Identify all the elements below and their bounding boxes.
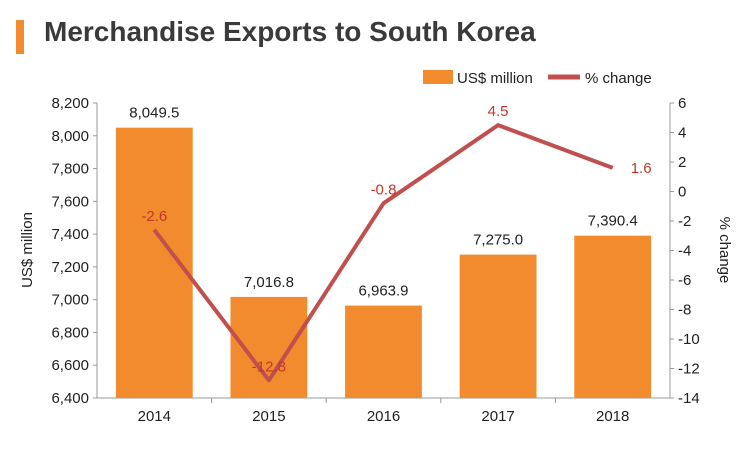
y-axis-title-right: % change bbox=[716, 217, 733, 284]
x-tick-label: 2015 bbox=[252, 408, 285, 425]
y-tick-label-left: 7,400 bbox=[51, 226, 89, 243]
line-labels: -2.6 -12.8 -0.8 4.5 1.6 bbox=[141, 103, 651, 375]
y-tick-label-right: -8 bbox=[678, 302, 691, 319]
y-tick-label-left: 6,400 bbox=[51, 390, 89, 407]
bar bbox=[345, 305, 422, 398]
line-data-label: -2.6 bbox=[141, 208, 167, 225]
y-tick-label-right: 4 bbox=[678, 125, 686, 142]
bar-data-label: 7,275.0 bbox=[473, 232, 523, 249]
y-tick-label-right: -2 bbox=[678, 213, 691, 230]
bar-data-label: 7,390.4 bbox=[588, 213, 638, 230]
line-data-label: -12.8 bbox=[252, 358, 286, 375]
y-tick-label-right: -12 bbox=[678, 361, 700, 378]
y-tick-label-left: 8,200 bbox=[51, 95, 89, 112]
y-tick-label-left: 7,000 bbox=[51, 292, 89, 309]
legend-bar-label: US$ million bbox=[457, 70, 533, 87]
bars bbox=[115, 127, 652, 398]
line-path bbox=[152, 123, 614, 383]
y-tick-label-left: 7,800 bbox=[51, 161, 89, 178]
y-tick-label-left: 7,600 bbox=[51, 193, 89, 210]
bar-labels: 8,049.5 7,016.8 6,963.9 7,275.0 7,390.4 bbox=[129, 105, 637, 300]
legend-line-label: % change bbox=[585, 70, 652, 87]
y-axis-title-left: US$ million bbox=[19, 212, 36, 288]
line-data-label: 4.5 bbox=[488, 103, 509, 120]
legend-bar-swatch bbox=[423, 70, 453, 84]
bar-data-label: 8,049.5 bbox=[129, 105, 179, 122]
y-tick-label-left: 7,200 bbox=[51, 259, 89, 276]
axes: 6,400 6,600 6,800 7,000 7,200 7,400 7,600 7,800… bbox=[51, 95, 699, 425]
y-tick-label-right: 2 bbox=[678, 154, 686, 171]
y-tick-label-right: 0 bbox=[678, 184, 686, 201]
bar-data-label: 6,963.9 bbox=[358, 283, 408, 300]
y-tick-label-left: 8,000 bbox=[51, 128, 89, 145]
title-accent-bar bbox=[16, 20, 24, 54]
legend: US$ million % change bbox=[423, 70, 652, 87]
y-tick-label-right: -10 bbox=[678, 331, 700, 348]
y-tick-label-left: 6,800 bbox=[51, 324, 89, 341]
y-tick-label-right: -4 bbox=[678, 243, 691, 260]
y-tick-label-right: 6 bbox=[678, 95, 686, 112]
line-series bbox=[152, 123, 614, 383]
x-tick-label: 2016 bbox=[367, 408, 400, 425]
bar-data-label: 7,016.8 bbox=[244, 274, 294, 291]
bar bbox=[459, 254, 537, 398]
x-tick-label: 2018 bbox=[596, 408, 629, 425]
line-data-label: -0.8 bbox=[371, 181, 397, 198]
x-tick-label: 2017 bbox=[481, 408, 514, 425]
y-tick-label-left: 6,600 bbox=[51, 357, 89, 374]
bar bbox=[574, 235, 652, 398]
x-tick-label: 2014 bbox=[138, 408, 171, 425]
chart-title: Merchandise Exports to South Korea bbox=[44, 16, 536, 47]
line-data-label: 1.6 bbox=[631, 160, 652, 177]
y-tick-label-right: -14 bbox=[678, 390, 700, 407]
y-tick-label-right: -6 bbox=[678, 272, 691, 289]
